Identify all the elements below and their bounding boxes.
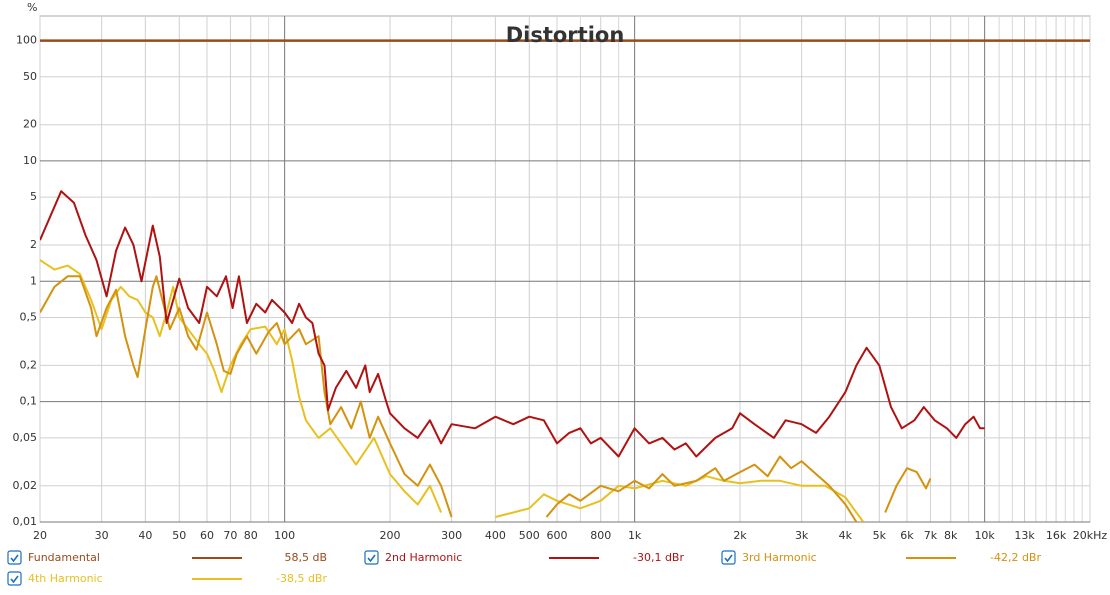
x-tick-label: 5k xyxy=(873,529,887,542)
x-tick-label: 500 xyxy=(519,529,540,542)
x-tick-label: 4k xyxy=(839,529,853,542)
legend-item: 3rd Harmonic -42,2 dBr xyxy=(721,550,1041,565)
x-tick-label: 10k xyxy=(974,529,995,542)
legend-name: 2nd Harmonic xyxy=(385,551,462,564)
legend-value: -38,5 dBr xyxy=(276,572,327,585)
y-tick-label: 100 xyxy=(16,34,37,47)
y-tick-label: 20 xyxy=(23,118,37,131)
series-line xyxy=(40,190,985,458)
chart-title: Distortion xyxy=(506,23,625,47)
x-tick-label: 13k xyxy=(1014,529,1035,542)
x-tick-label: 70 xyxy=(223,529,237,542)
legend-value: 58,5 dB xyxy=(284,551,327,564)
y-tick-label: 10 xyxy=(23,154,37,167)
legend-name: Fundamental xyxy=(28,551,100,564)
x-tick-label: 2k xyxy=(733,529,747,542)
y-unit: % xyxy=(27,1,37,14)
plot-area xyxy=(39,15,1091,523)
x-tick-label: 50 xyxy=(172,529,186,542)
x-tick-label: 40 xyxy=(138,529,152,542)
y-tick-label: 5 xyxy=(30,190,37,203)
y-tick-label: 50 xyxy=(23,70,37,83)
checkbox[interactable] xyxy=(721,550,736,565)
checkmark xyxy=(367,554,376,563)
x-tick-label: 100 xyxy=(274,529,295,542)
x-tick-label: 600 xyxy=(546,529,567,542)
y-tick-label: 0,1 xyxy=(20,395,38,408)
x-tick-label: 60 xyxy=(200,529,214,542)
legend-item: Fundamental 58,5 dB xyxy=(7,550,327,565)
y-tick-label: 0,02 xyxy=(13,479,38,492)
checkmark xyxy=(10,575,19,584)
x-tick-label: 300 xyxy=(441,529,462,542)
x-tick-label: 6k xyxy=(900,529,914,542)
legend-value: -30,1 dBr xyxy=(633,551,684,564)
y-tick-label: 0,5 xyxy=(20,311,38,324)
checkmark xyxy=(10,554,19,563)
x-tick-label: 20 xyxy=(33,529,47,542)
y-tick-label: 2 xyxy=(30,238,37,251)
checkbox[interactable] xyxy=(364,550,379,565)
x-tick-label: 20kHz xyxy=(1073,529,1108,542)
legend-value: -42,2 dBr xyxy=(990,551,1041,564)
x-tick-label: 400 xyxy=(485,529,506,542)
y-tick-label: 0,05 xyxy=(13,431,38,444)
x-tick-label: 3k xyxy=(795,529,809,542)
series-line xyxy=(40,275,932,522)
checkbox[interactable] xyxy=(7,571,22,586)
y-tick-label: 0,01 xyxy=(13,515,38,528)
legend-item: 2nd Harmonic -30,1 dBr xyxy=(364,550,684,565)
x-tick-label: 200 xyxy=(380,529,401,542)
x-tick-label: 30 xyxy=(95,529,109,542)
legend-name: 4th Harmonic xyxy=(28,572,103,585)
y-tick-label: 0,2 xyxy=(20,358,38,371)
checkbox[interactable] xyxy=(7,550,22,565)
checkmark xyxy=(724,554,733,563)
x-tick-label: 800 xyxy=(590,529,611,542)
x-tick-label: 80 xyxy=(244,529,258,542)
x-tick-label: 1k xyxy=(628,529,642,542)
legend-name: 3rd Harmonic xyxy=(742,551,817,564)
x-tick-label: 16k xyxy=(1046,529,1067,542)
x-tick-label: 8k xyxy=(944,529,958,542)
y-tick-label: 1 xyxy=(30,274,37,287)
legend-item: 4th Harmonic -38,5 dBr xyxy=(7,571,327,586)
x-tick-label: 7k xyxy=(924,529,938,542)
